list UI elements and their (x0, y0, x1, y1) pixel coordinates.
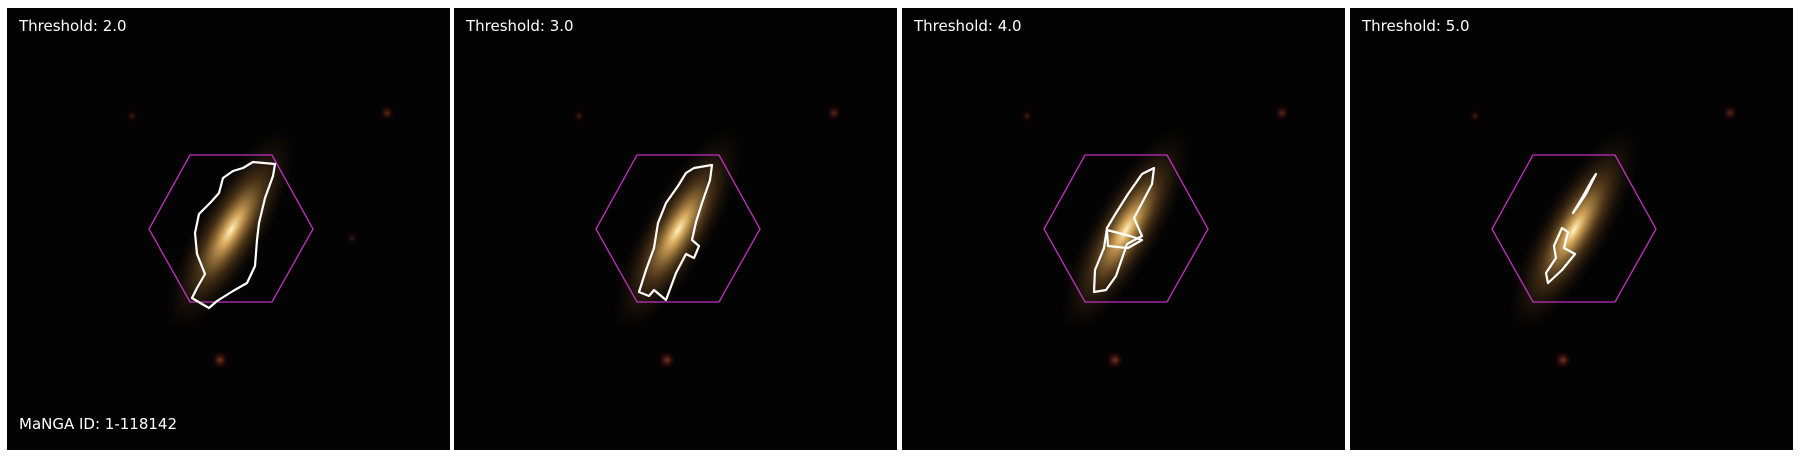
background-star (1554, 351, 1572, 369)
background-star (826, 105, 842, 121)
galaxy-image (1021, 105, 1290, 369)
threshold-label: Threshold: 3.0 (466, 17, 574, 35)
background-star (379, 105, 395, 121)
threshold-label: Threshold: 2.0 (19, 17, 127, 35)
galaxy-image (573, 105, 842, 369)
galaxy-image (126, 105, 395, 369)
background-star (126, 110, 138, 122)
background-star (573, 110, 585, 122)
galaxy (166, 128, 296, 332)
contour-outline (190, 160, 277, 310)
background-star (658, 351, 676, 369)
contour-outline (637, 163, 714, 302)
contour-outline (1544, 226, 1577, 285)
galaxy (613, 128, 743, 332)
background-star (211, 351, 229, 369)
ifu-hexagon (1043, 154, 1209, 303)
panel-threshold-2: Threshold: 2.0 MaNGA ID: 1-118142 (7, 8, 450, 450)
panel-threshold-5: Threshold: 5.0 (1350, 8, 1793, 450)
manga-id-label: MaNGA ID: 1-118142 (19, 415, 178, 433)
background-star (1722, 105, 1738, 121)
background-star (346, 232, 358, 244)
ifu-hexagon (1491, 154, 1657, 303)
background-star (1274, 105, 1290, 121)
threshold-label: Threshold: 5.0 (1362, 17, 1470, 35)
ifu-hexagon (148, 154, 314, 303)
background-star (1021, 110, 1033, 122)
contour-outline (1571, 172, 1598, 215)
galaxy (1509, 128, 1639, 332)
ifu-hexagon (595, 154, 761, 303)
contour-outline (1092, 166, 1156, 294)
background-star (1106, 351, 1124, 369)
panel-threshold-3: Threshold: 3.0 (454, 8, 897, 450)
background-star (1469, 110, 1481, 122)
contour-outline (1105, 228, 1144, 250)
galaxy (1061, 128, 1191, 332)
threshold-label: Threshold: 4.0 (914, 17, 1022, 35)
panel-threshold-4: Threshold: 4.0 (902, 8, 1345, 450)
galaxy-image (1469, 105, 1738, 369)
